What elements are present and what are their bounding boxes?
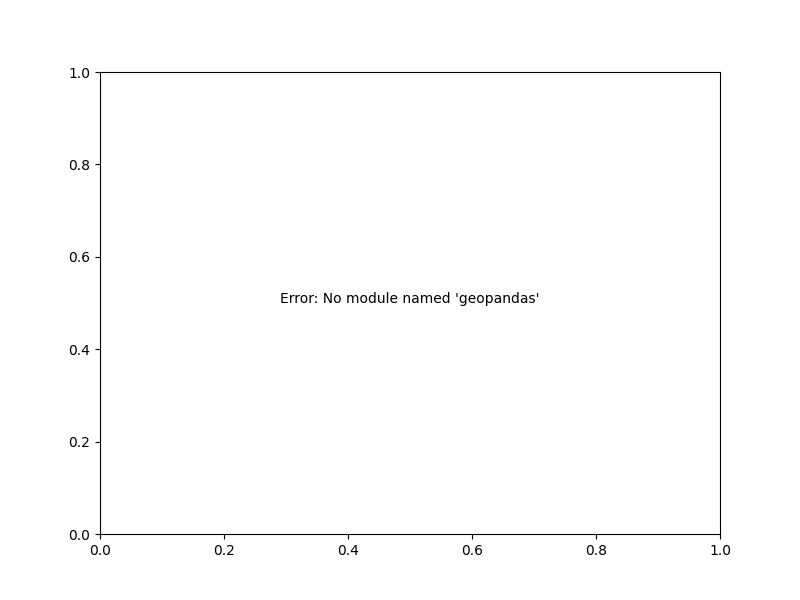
Text: Error: No module named 'geopandas': Error: No module named 'geopandas' [280,292,540,306]
